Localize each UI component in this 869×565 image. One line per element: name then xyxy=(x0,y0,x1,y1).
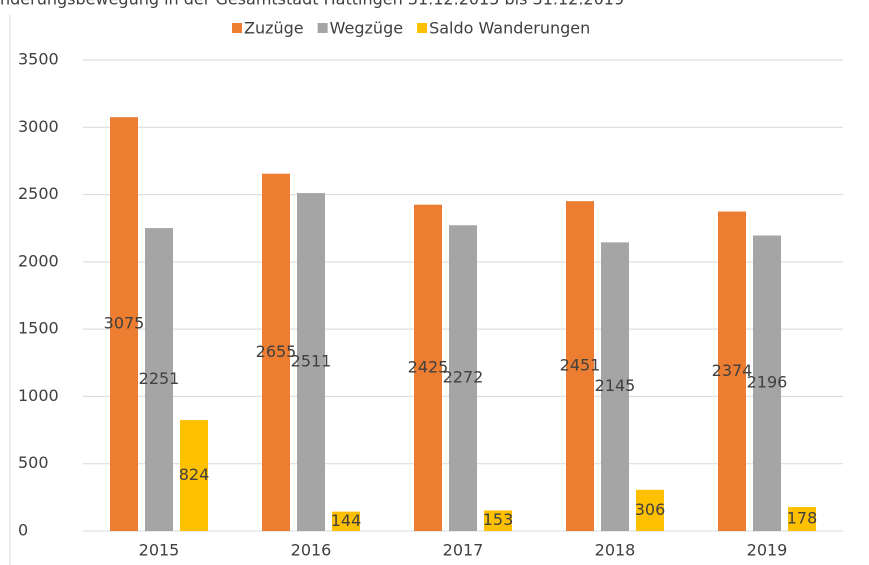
y-tick-label: 3000 xyxy=(18,117,59,136)
bar xyxy=(180,420,208,531)
bar xyxy=(601,242,629,531)
legend-label: Wegzüge xyxy=(330,19,403,38)
data-label: 2272 xyxy=(443,368,484,387)
x-tick-label: 2016 xyxy=(291,541,332,560)
bar xyxy=(718,211,746,531)
data-label: 153 xyxy=(483,510,514,529)
x-tick-label: 2019 xyxy=(747,541,788,560)
bar xyxy=(145,228,173,531)
x-tick-label: 2015 xyxy=(139,541,180,560)
data-label: 3075 xyxy=(104,314,145,333)
x-tick-label: 2017 xyxy=(443,541,484,560)
y-tick-label: 1000 xyxy=(18,386,59,405)
data-label: 144 xyxy=(331,511,362,530)
legend-swatch xyxy=(232,23,242,33)
legend-label: Saldo Wanderungen xyxy=(429,19,590,38)
bar xyxy=(332,511,360,531)
legend-label: Zuzüge xyxy=(244,19,304,38)
bar xyxy=(449,225,477,531)
y-tick-label: 1500 xyxy=(18,319,59,338)
data-label: 2196 xyxy=(747,373,788,392)
y-tick-label: 2000 xyxy=(18,251,59,270)
chart-title: nderungsbewegung in der Gesamtstadt Hatt… xyxy=(0,0,624,9)
data-label: 2251 xyxy=(139,369,180,388)
y-tick-label: 2500 xyxy=(18,184,59,203)
data-label: 178 xyxy=(787,509,818,528)
data-label: 2511 xyxy=(291,352,332,371)
data-label: 824 xyxy=(179,465,210,484)
bar xyxy=(566,201,594,531)
legend-swatch xyxy=(317,23,328,33)
bar xyxy=(753,235,781,531)
legend-swatch xyxy=(417,23,428,33)
y-tick-label: 3500 xyxy=(18,50,59,69)
bar xyxy=(297,193,325,532)
bar xyxy=(788,507,816,531)
y-tick-label: 0 xyxy=(18,521,28,540)
data-label: 2145 xyxy=(595,376,636,395)
data-label: 2451 xyxy=(560,356,601,375)
bar xyxy=(414,204,442,531)
bar xyxy=(484,510,512,531)
y-tick-label: 500 xyxy=(18,453,49,472)
data-label: 2425 xyxy=(408,357,449,376)
data-label: 2374 xyxy=(712,361,753,380)
bar xyxy=(636,489,664,531)
bar xyxy=(262,173,290,531)
bar xyxy=(110,117,138,531)
data-label: 306 xyxy=(635,500,666,519)
data-label: 2655 xyxy=(256,342,297,361)
x-tick-label: 2018 xyxy=(595,541,636,560)
